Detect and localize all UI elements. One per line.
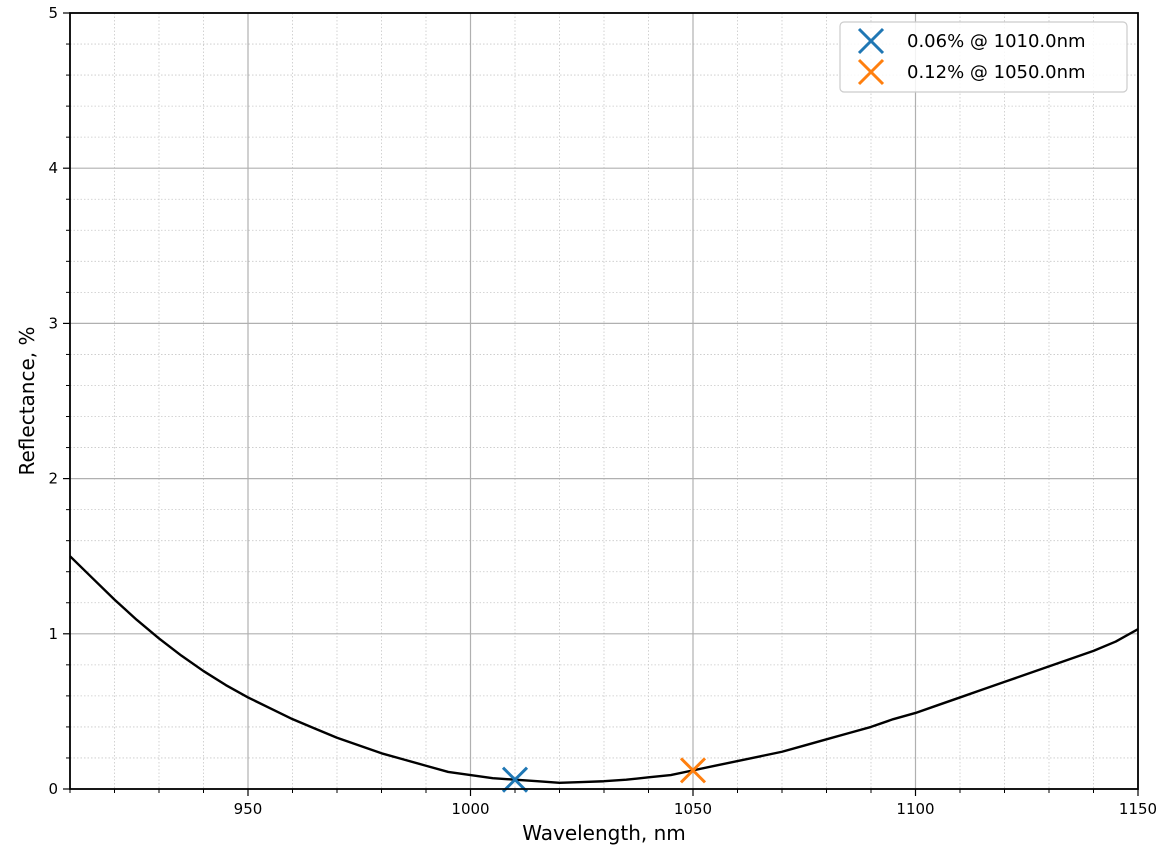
legend-marker-2	[857, 58, 885, 86]
legend-entry-1: 0.06% @ 1010.0nm	[907, 31, 1086, 52]
legend-marker-1	[857, 27, 885, 55]
x-tick-label: 1100	[896, 800, 934, 818]
ticks-layer: 950 1000 1050 1100 1150 0 1 2 3 4 5	[48, 4, 1157, 818]
legend-box	[839, 21, 1128, 93]
reflectance-line	[69, 555, 1139, 784]
legend-entry-2: 0.12% @ 1050.0nm	[907, 62, 1086, 83]
y-tick-label: 1	[48, 625, 58, 643]
y-tick-label: 2	[48, 470, 58, 488]
y-axis-label: Reflectance, %	[15, 327, 39, 476]
x-tick-label: 1150	[1119, 800, 1157, 818]
data-marker-2	[679, 757, 707, 784]
x-tick-label: 950	[234, 800, 263, 818]
y-tick-label: 5	[48, 4, 58, 22]
x-tick-label: 1050	[674, 800, 712, 818]
data-marker-1	[501, 766, 529, 793]
minor-grid	[69, 13, 1138, 789]
y-tick-label: 4	[48, 159, 58, 177]
marker-layer	[501, 757, 707, 793]
legend: 0.06% @ 1010.0nm 0.12% @ 1050.0nm	[839, 21, 1128, 93]
x-axis-label: Wavelength, nm	[522, 821, 686, 845]
y-tick-label: 0	[48, 780, 58, 798]
y-tick-label: 3	[48, 314, 58, 332]
x-tick-label: 1000	[451, 800, 489, 818]
series-layer	[69, 555, 1139, 784]
